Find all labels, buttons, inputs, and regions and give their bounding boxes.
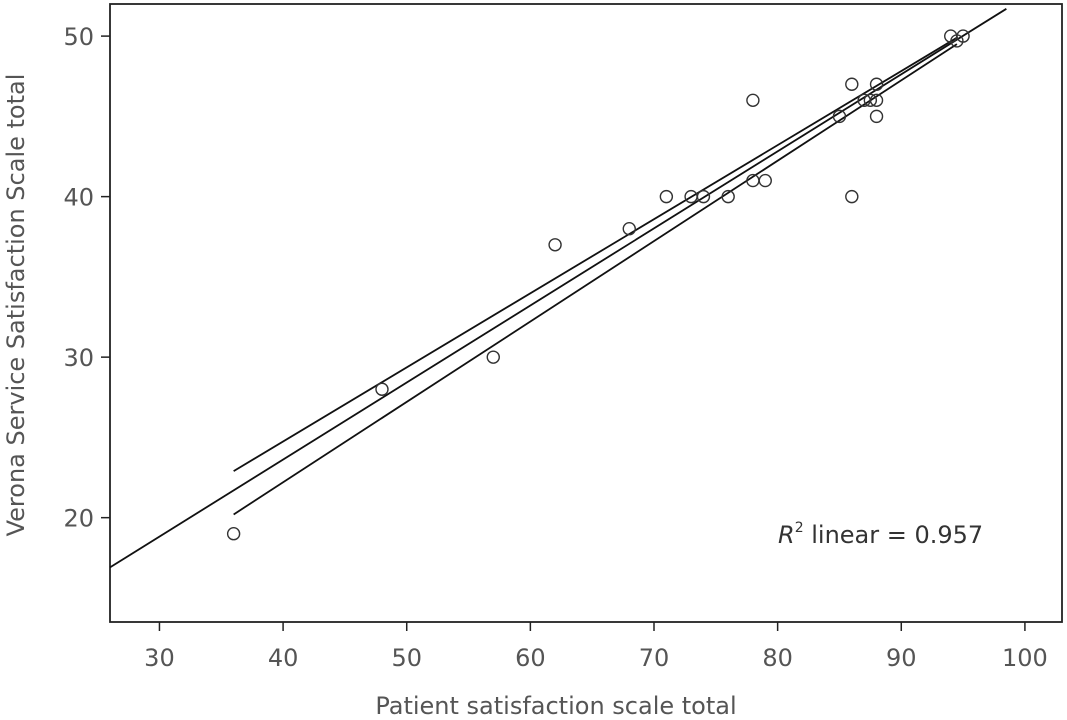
scatter-point <box>659 189 674 204</box>
r-symbol: R <box>778 521 795 549</box>
r-squared-annotation: R2 linear = 0.957 <box>778 520 983 549</box>
scatter-point <box>869 93 884 108</box>
data-points <box>226 29 970 541</box>
confidence-upper-line <box>233 36 958 472</box>
scatter-point <box>758 173 772 188</box>
scatter-point <box>486 350 500 364</box>
fit-line <box>109 8 1007 569</box>
x-axis-title: Patient satisfaction scale total <box>375 692 736 720</box>
y-tick-label: 20 <box>63 505 94 533</box>
regression-lines <box>109 8 1007 569</box>
x-tick-label: 50 <box>391 644 422 672</box>
x-tick-label: 80 <box>762 644 793 672</box>
axis-labels: Patient satisfaction scale total Verona … <box>2 74 983 720</box>
scatter-point <box>863 93 878 108</box>
y-axis-title: Verona Service Satisfaction Scale total <box>2 74 30 537</box>
y-tick-label: 40 <box>63 184 94 212</box>
scatter-point <box>622 222 636 236</box>
x-tick-label: 30 <box>144 644 175 672</box>
x-tick-label: 40 <box>268 644 299 672</box>
x-tick-label: 60 <box>515 644 546 672</box>
r-squared-value: linear = 0.957 <box>804 521 984 549</box>
axes: 30 40 50 60 70 80 90 100 20 30 40 50 <box>63 3 1063 672</box>
y-tick-label: 50 <box>63 23 94 51</box>
scatter-point <box>869 77 884 91</box>
scatter-point <box>696 189 711 204</box>
scatter-point <box>845 77 859 91</box>
scatter-point <box>869 109 884 124</box>
confidence-lower-line <box>233 43 958 516</box>
scatter-point <box>548 238 562 252</box>
x-tick-label: 70 <box>639 644 670 672</box>
scatter-point <box>721 189 735 204</box>
scatter-point <box>956 29 970 43</box>
scatter-point <box>845 189 859 204</box>
y-tick-label: 30 <box>63 344 94 372</box>
x-tick-label: 100 <box>1002 644 1048 672</box>
r-superscript: 2 <box>795 520 804 536</box>
scatter-point <box>832 109 847 124</box>
plot-frame <box>109 3 1063 623</box>
scatter-point <box>226 527 241 541</box>
scatter-point <box>375 382 389 396</box>
x-tick-label: 90 <box>886 644 917 672</box>
scatter-point <box>746 93 760 108</box>
